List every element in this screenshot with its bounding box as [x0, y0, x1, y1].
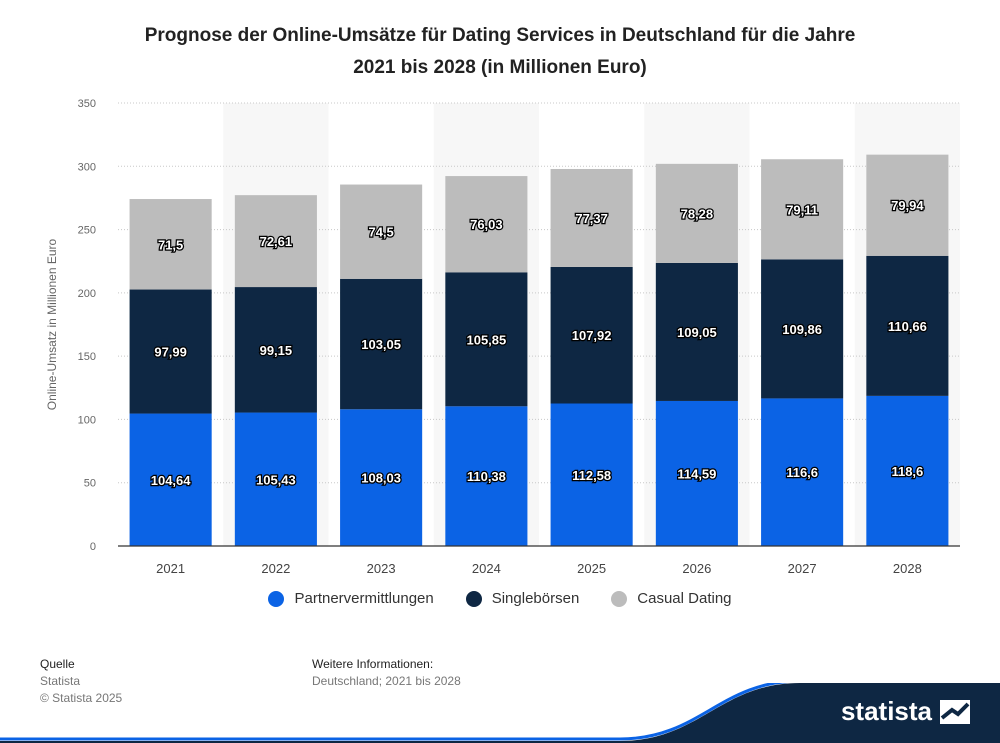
data-label-singleb-rsen-2028: 110,66 — [888, 319, 927, 334]
data-label-singleb-rsen-2026: 109,05 — [677, 325, 717, 340]
y-tick-label-100: 100 — [78, 414, 96, 426]
brand-bar — [0, 683, 1000, 743]
bar-singleb-rsen-2023 — [340, 278, 423, 410]
bar-singleb-rsen-2024 — [445, 272, 528, 407]
data-label-singleb-rsen-2022: 99,15 — [260, 343, 293, 358]
y-tick-label-150: 150 — [78, 351, 96, 363]
legend-marker-singleboersen — [465, 590, 482, 607]
bar-singleb-rsen-2025 — [550, 266, 633, 404]
brand-bar-accent — [0, 683, 790, 741]
x-tick-label-2026: 2026 — [682, 561, 711, 576]
logo-text: statista — [840, 696, 932, 726]
info-heading[interactable]: Weitere Informationen: — [312, 657, 434, 671]
data-label-casual-dating-2023: 74,5 — [368, 225, 393, 240]
brand-bar-shape — [0, 683, 1000, 743]
bar-casual-dating-2022 — [234, 195, 317, 288]
x-tick-label-2025: 2025 — [577, 561, 606, 576]
bar-partnervermittlungen-2022 — [234, 412, 317, 546]
data-label-casual-dating-2021: 71,5 — [158, 237, 183, 252]
data-label-casual-dating-2025: 77,37 — [575, 211, 608, 226]
y-axis-label: Online-Umsatz in Millionen Euro — [45, 238, 59, 410]
data-label-singleb-rsen-2025: 107,92 — [572, 328, 612, 343]
bar-casual-dating-2021 — [129, 199, 212, 290]
chart-title: Prognose der Online-Umsätze für Dating S… — [60, 20, 940, 84]
bar-partnervermittlungen-2026 — [655, 400, 738, 546]
data-label-singleb-rsen-2027: 109,86 — [782, 322, 822, 337]
data-label-casual-dating-2026: 78,28 — [681, 206, 714, 221]
bar-casual-dating-2026 — [655, 163, 738, 263]
legend-item-casual-dating[interactable]: Casual Dating — [611, 590, 732, 607]
bar-partnervermittlungen-2025 — [550, 403, 633, 546]
info-block: Weitere Informationen: Deutschland; 2021… — [312, 656, 461, 690]
source-heading: Quelle — [40, 657, 75, 671]
bar-singleb-rsen-2028 — [866, 255, 949, 396]
bar-partnervermittlungen-2023 — [340, 409, 423, 546]
data-label-partnervermittlungen-2025: 112,58 — [572, 468, 611, 483]
data-label-casual-dating-2024: 76,03 — [470, 217, 503, 232]
data-label-partnervermittlungen-2027: 116,6 — [786, 465, 818, 480]
legend-marker-partnervermittlungen — [268, 590, 285, 607]
x-tick-label-2028: 2028 — [893, 561, 922, 576]
data-label-partnervermittlungen-2026: 114,59 — [677, 466, 716, 481]
y-tick-label-200: 200 — [78, 288, 96, 300]
bar-singleb-rsen-2027 — [761, 259, 844, 399]
data-label-singleb-rsen-2023: 103,05 — [361, 337, 401, 352]
bar-partnervermittlungen-2027 — [761, 398, 844, 546]
chart-title-line2: 2021 bis 2028 (in Millionen Euro) — [353, 57, 647, 78]
bar-partnervermittlungen-2024 — [445, 406, 528, 546]
legend-label-casual-dating: Casual Dating — [637, 590, 732, 607]
legend-label-partnervermittlungen: Partnervermittlungen — [294, 590, 434, 607]
y-tick-label-350: 350 — [78, 98, 96, 110]
x-tick-label-2023: 2023 — [367, 561, 396, 576]
bar-casual-dating-2027 — [761, 159, 844, 260]
bar-singleb-rsen-2026 — [655, 262, 738, 401]
info-text: Deutschland; 2021 bis 2028 — [312, 674, 461, 688]
legend-item-singleboersen[interactable]: Singlebörsen — [465, 590, 580, 607]
data-label-singleb-rsen-2021: 97,99 — [154, 345, 187, 360]
x-tick-label-2021: 2021 — [156, 561, 185, 576]
bar-casual-dating-2028 — [866, 154, 949, 256]
data-label-casual-dating-2022: 72,61 — [260, 234, 293, 249]
legend-item-partnervermittlungen[interactable]: Partnervermittlungen — [268, 590, 434, 607]
data-label-partnervermittlungen-2021: 104,64 — [151, 473, 192, 488]
source-block: Quelle Statista © Statista 2025 — [40, 656, 122, 707]
legend-label-singleboersen: Singlebörsen — [491, 590, 580, 607]
bar-partnervermittlungen-2028 — [866, 395, 949, 546]
x-tick-label-2024: 2024 — [472, 561, 501, 576]
data-label-partnervermittlungen-2024: 110,38 — [467, 469, 506, 484]
bar-casual-dating-2025 — [550, 168, 633, 267]
data-label-partnervermittlungen-2023: 108,03 — [361, 471, 401, 486]
y-tick-label-50: 50 — [84, 478, 96, 490]
x-tick-label-2022: 2022 — [261, 561, 290, 576]
bar-partnervermittlungen-2021 — [129, 413, 212, 546]
bar-singleb-rsen-2022 — [234, 287, 317, 413]
data-label-casual-dating-2027: 79,11 — [786, 202, 818, 217]
y-tick-label-300: 300 — [78, 161, 96, 173]
copyright-text: © Statista 2025 — [40, 691, 123, 705]
legend-marker-casual-dating — [611, 590, 628, 607]
data-label-singleb-rsen-2024: 105,85 — [466, 332, 506, 347]
chart-legend: Partnervermittlungen Singlebörsen Casual… — [0, 590, 1000, 607]
y-tick-label-0: 0 — [90, 541, 96, 553]
y-tick-label-250: 250 — [78, 225, 96, 237]
chart-title-line1: Prognose der Online-Umsätze für Dating S… — [144, 25, 856, 46]
data-label-partnervermittlungen-2028: 118,6 — [891, 464, 923, 479]
x-tick-label-2027: 2027 — [788, 561, 817, 576]
bar-casual-dating-2023 — [340, 184, 423, 279]
source-name[interactable]: Statista — [40, 674, 81, 688]
stacked-bar-chart: 0 50 100 150 200 250 300 350 Online-Umsatz in Mi… — [45, 98, 960, 576]
data-label-partnervermittlungen-2022: 105,43 — [256, 472, 296, 487]
data-label-casual-dating-2028: 79,94 — [891, 198, 924, 213]
bar-casual-dating-2024 — [445, 176, 528, 273]
statista-logo-icon — [940, 699, 970, 724]
statista-logo[interactable]: statista — [841, 696, 970, 727]
bar-singleb-rsen-2021 — [129, 289, 212, 414]
